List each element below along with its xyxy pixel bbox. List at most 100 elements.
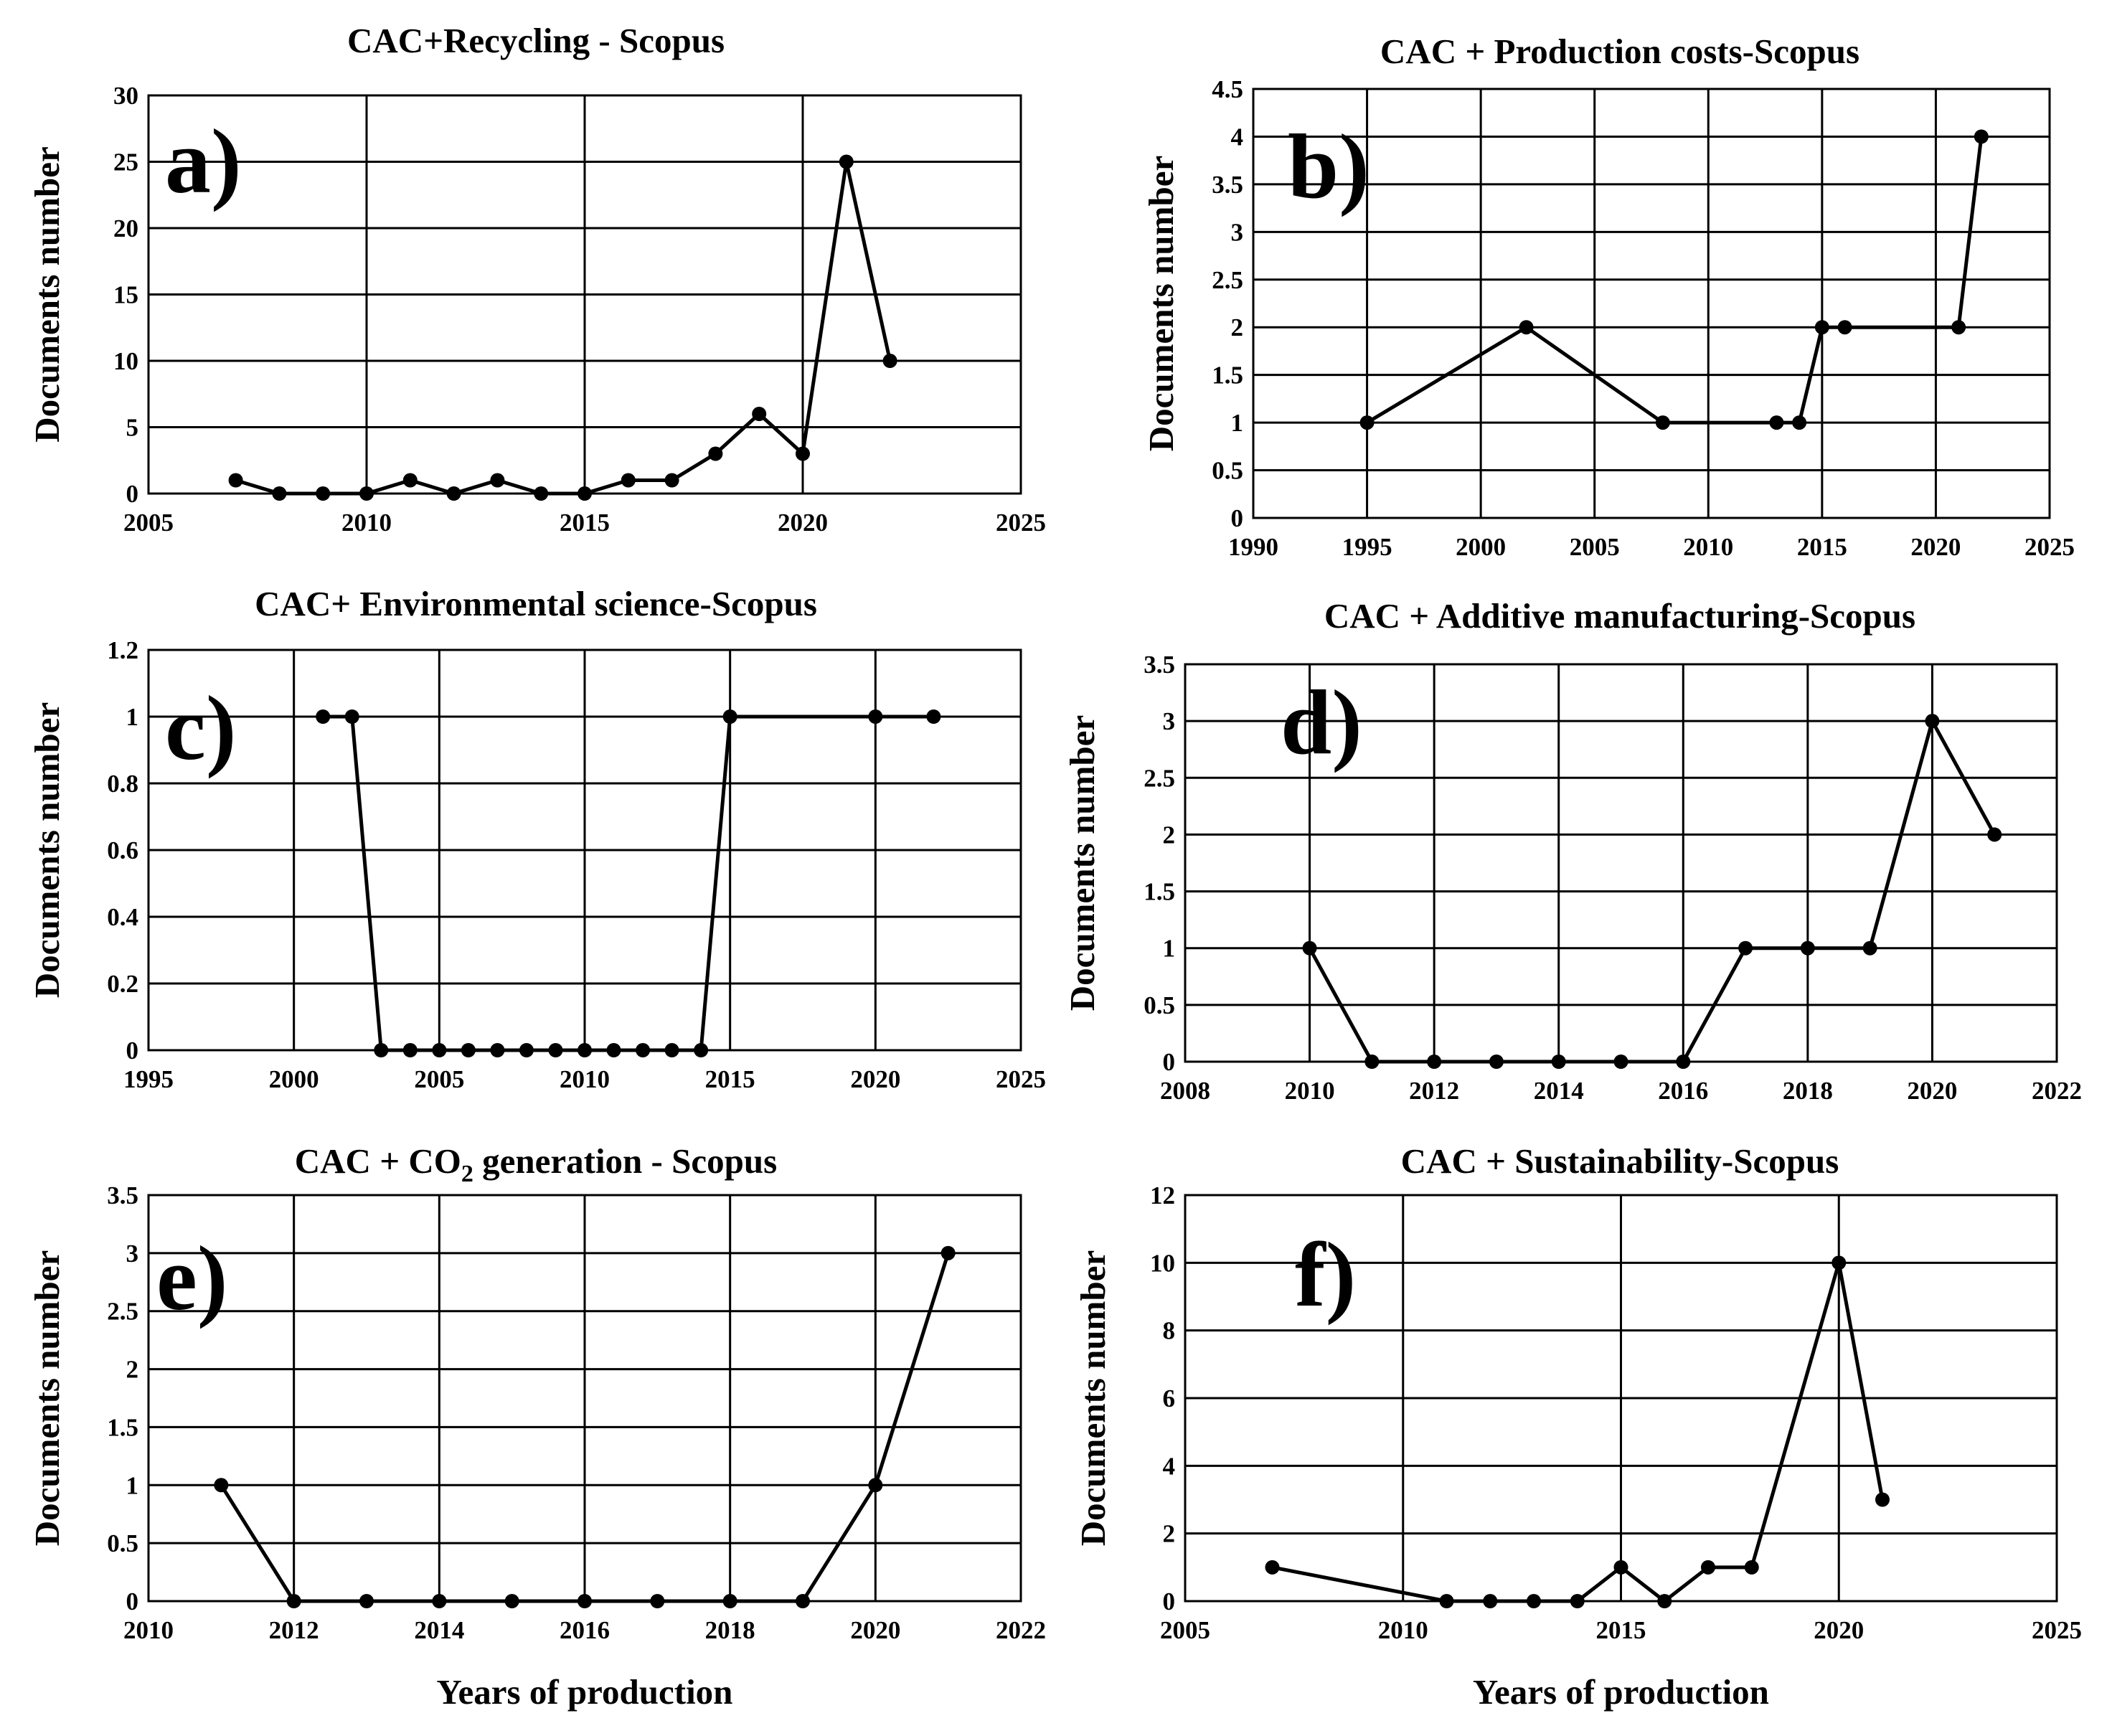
y-tick-label: 0 [1163,1048,1176,1076]
data-point [272,486,287,501]
y-tick-label: 3 [1163,707,1176,735]
data-point [1744,1560,1759,1575]
x-tick-label: 2020 [850,1616,900,1644]
x-tick-label: 2016 [1658,1077,1708,1105]
data-point [1613,1055,1628,1069]
data-point [359,1594,374,1608]
data-point [722,709,737,724]
data-point [1974,129,1989,144]
x-tick-label: 1990 [1228,533,1278,561]
y-axis-label: Documents number [1141,156,1181,451]
y-tick-label: 0 [126,480,139,508]
y-tick-label: 2.5 [1144,764,1175,792]
data-point [461,1043,476,1057]
data-point [708,446,723,461]
x-axis-label: Years of production [437,1672,733,1712]
x-tick-label: 2016 [560,1616,610,1644]
data-point [228,473,243,488]
y-tick-label: 0.4 [107,903,138,931]
x-tick-label: 2014 [1534,1077,1584,1105]
series-line [1308,719,1996,1064]
data-point [1483,1594,1498,1608]
data-point [722,1594,737,1608]
panel-label: b) [1288,115,1370,217]
data-point [578,486,592,501]
x-tick-label: 2012 [269,1616,319,1644]
chart-title-rest: generation - Scopus [473,1141,777,1181]
panel-label: a) [165,110,242,212]
data-point [1302,940,1317,956]
y-axis-label: Documents number [27,1250,67,1546]
data-point [519,1043,534,1057]
x-tick-label: 2025 [996,509,1046,537]
data-point [432,1594,447,1608]
data-point [1265,1560,1280,1575]
plot-frame [1184,1194,2058,1603]
chart-panel-6: 0 2 4 6 8 10 12 2005 2010 2015 2020 2025 CAC + Susta… [1073,1141,2082,1712]
panel-label: e) [156,1227,227,1329]
y-axis-label: Documents number [1062,715,1102,1011]
panel-label: d) [1281,671,1362,773]
data-point [1359,415,1375,430]
data-point [1800,940,1815,956]
y-tick-label: 0.5 [1212,457,1243,485]
data-point [839,154,854,169]
data-point [1527,1594,1541,1608]
data-point [650,1594,665,1608]
x-tick-label: 2022 [996,1616,1046,1644]
y-tick-label: 6 [1163,1384,1176,1412]
y-tick-label: 1 [1231,409,1244,437]
y-tick-label: 1 [126,1471,139,1499]
x-tick-label: 2014 [414,1616,464,1644]
x-tick-label: 2010 [1378,1616,1428,1644]
data-point [1832,1255,1847,1270]
y-tick-label: 3.5 [107,1181,138,1209]
plot-frame [1252,88,2051,519]
chart-title-main: CAC + CO [295,1141,461,1181]
data-point [534,486,549,501]
data-point [868,1478,883,1493]
x-tick-label: 2020 [1907,1077,1957,1105]
y-tick-label: 0.8 [107,770,138,798]
data-point [578,1043,592,1057]
data-point [1792,415,1807,430]
y-tick-label: 2.5 [107,1298,138,1326]
data-point [868,709,883,724]
data-point [1987,827,2002,842]
chart-title: CAC + Additive manufacturing-Scopus [1324,596,1915,636]
x-tick-label: 2000 [269,1065,319,1093]
y-tick-label: 30 [113,82,138,110]
y-tick-label: 0 [126,1037,139,1065]
y-tick-label: 4 [1231,123,1244,151]
y-tick-label: 15 [113,281,138,309]
chart-panel-4: 0 0.5 1 1.5 2 2.5 3 3.5 2008 2010 2012 2014 2016 2018… [1062,596,2082,1105]
x-tick-label: 2020 [778,509,828,537]
data-point [796,446,810,461]
y-tick-label: 0 [126,1588,139,1615]
y-tick-label: 0.2 [107,970,138,998]
chart-panel-3: 0 0.2 0.4 0.6 0.8 1 1.2 1995 2000 2005 2010 2015 202… [27,584,1046,1093]
x-tick-label: 2020 [850,1065,900,1093]
x-tick-label: 1995 [1342,533,1392,561]
chart-title: CAC+Recycling - Scopus [347,21,725,60]
data-point [1837,320,1852,335]
y-tick-label: 1 [126,703,139,731]
chart-title: CAC + Production costs-Scopus [1380,32,1859,71]
data-point [752,407,767,421]
x-axis-label: Years of production [1473,1672,1769,1712]
data-point [1519,320,1534,335]
x-tick-label: 2008 [1160,1077,1210,1105]
x-tick-label: 2020 [1814,1616,1864,1644]
data-point [1814,320,1829,335]
x-tick-label: 2025 [2032,1616,2082,1644]
y-tick-label: 0.5 [107,1529,138,1557]
data-point [796,1594,810,1608]
chart-title: CAC + Sustainability-Scopus [1401,1141,1839,1181]
x-tick-label: 2010 [341,509,392,537]
y-tick-label: 4 [1163,1452,1176,1480]
data-point [432,1043,447,1057]
y-tick-label: 1.2 [107,636,138,664]
y-tick-label: 10 [1150,1249,1175,1277]
